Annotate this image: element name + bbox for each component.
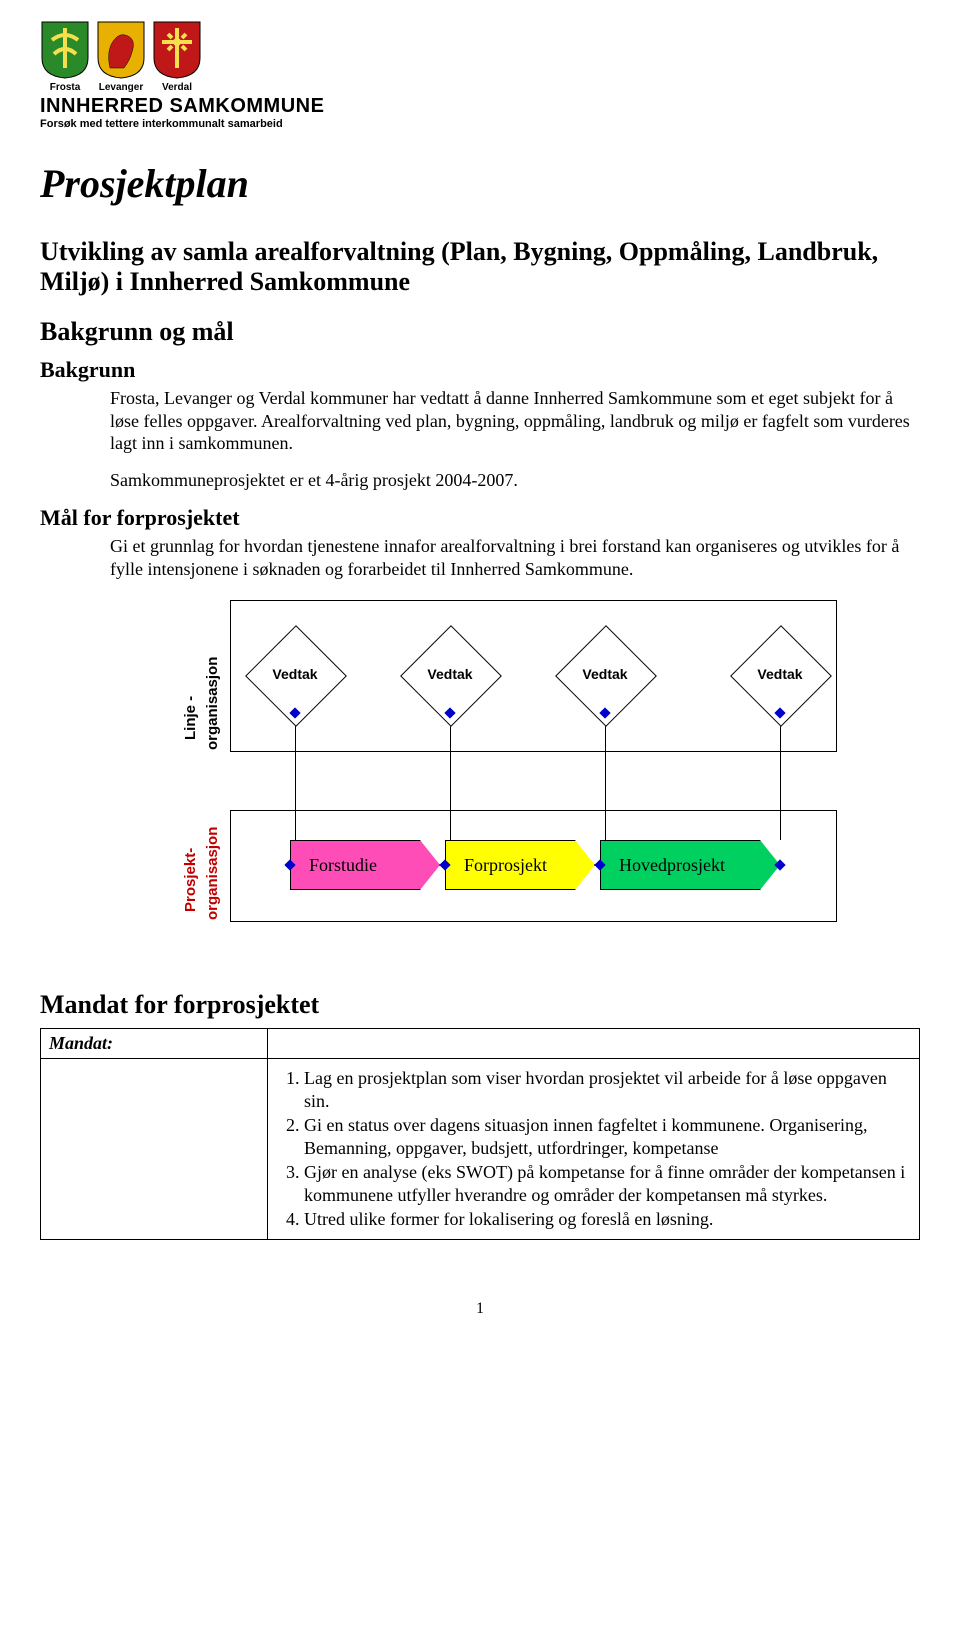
shield-row bbox=[40, 20, 920, 80]
mandat-list-item: Gjør en analyse (eks SWOT) på kompetanse… bbox=[304, 1161, 911, 1206]
logo-block: Frosta Levanger Verdal INNHERRED SAMKOMM… bbox=[40, 20, 920, 130]
mandat-list: Lag en prosjektplan som viser hvordan pr… bbox=[276, 1067, 911, 1231]
prosjekt-label-1: Prosjekt- bbox=[182, 848, 199, 912]
process-diagram: Linje - organisasjon Prosjekt- organisas… bbox=[130, 600, 850, 970]
diamond-label: Vedtak bbox=[415, 666, 485, 682]
intro-heading: Utvikling av samla arealforvaltning (Pla… bbox=[40, 237, 920, 297]
connector-line bbox=[780, 713, 781, 840]
diamond-label: Vedtak bbox=[570, 666, 640, 682]
prosjekt-label-2: organisasjon bbox=[204, 827, 221, 920]
mandat-heading: Mandat for forprosjektet bbox=[40, 990, 920, 1020]
maal-subheading: Mål for forprosjektet bbox=[40, 505, 920, 531]
document-page: Frosta Levanger Verdal INNHERRED SAMKOMM… bbox=[0, 0, 960, 1358]
bakgrunn-p1: Frosta, Levanger og Verdal kommuner har … bbox=[110, 387, 920, 455]
page-title: Prosjektplan bbox=[40, 160, 920, 207]
mandat-table: Mandat: Lag en prosjektplan som viser hv… bbox=[40, 1028, 920, 1240]
shield-levanger-icon bbox=[96, 20, 146, 80]
shield-label: Levanger bbox=[96, 82, 146, 93]
bakgrunn-heading: Bakgrunn og mål bbox=[40, 317, 920, 347]
mandat-empty-cell bbox=[268, 1029, 920, 1059]
org-subtitle: Forsøk med tettere interkommunalt samarb… bbox=[40, 118, 920, 130]
linje-label-1: Linje - bbox=[182, 696, 199, 740]
connector-line bbox=[295, 713, 296, 840]
shield-verdal-icon bbox=[152, 20, 202, 80]
phase-arrow: Hovedprosjekt bbox=[600, 840, 780, 890]
linje-label-2: organisasjon bbox=[204, 657, 221, 750]
page-number: 1 bbox=[40, 1300, 920, 1318]
bakgrunn-p2: Samkommuneprosjektet er et 4-årig prosje… bbox=[110, 469, 920, 492]
mandat-content-cell: Lag en prosjektplan som viser hvordan pr… bbox=[268, 1059, 920, 1240]
shield-frosta-icon bbox=[40, 20, 90, 80]
maal-p: Gi et grunnlag for hvordan tjenestene in… bbox=[110, 535, 920, 580]
bakgrunn-subheading: Bakgrunn bbox=[40, 357, 920, 383]
bakgrunn-body: Frosta, Levanger og Verdal kommuner har … bbox=[110, 387, 920, 491]
shield-labels: Frosta Levanger Verdal bbox=[40, 82, 920, 93]
phase-arrow: Forprosjekt bbox=[445, 840, 595, 890]
connector-line bbox=[450, 713, 451, 840]
diamond-label: Vedtak bbox=[745, 666, 815, 682]
diamond-label: Vedtak bbox=[260, 666, 330, 682]
mandat-list-item: Gi en status over dagens situasjon innen… bbox=[304, 1114, 911, 1159]
maal-body: Gi et grunnlag for hvordan tjenestene in… bbox=[110, 535, 920, 580]
mandat-list-item: Lag en prosjektplan som viser hvordan pr… bbox=[304, 1067, 911, 1112]
mandat-label-cell: Mandat: bbox=[41, 1029, 268, 1059]
mandat-left-cell bbox=[41, 1059, 268, 1240]
phase-arrow: Forstudie bbox=[290, 840, 440, 890]
mandat-list-item: Utred ulike former for lokalisering og f… bbox=[304, 1208, 911, 1231]
shield-label: Frosta bbox=[40, 82, 90, 93]
org-title: INNHERRED SAMKOMMUNE bbox=[40, 95, 920, 118]
shield-label: Verdal bbox=[152, 82, 202, 93]
connector-line bbox=[605, 713, 606, 840]
